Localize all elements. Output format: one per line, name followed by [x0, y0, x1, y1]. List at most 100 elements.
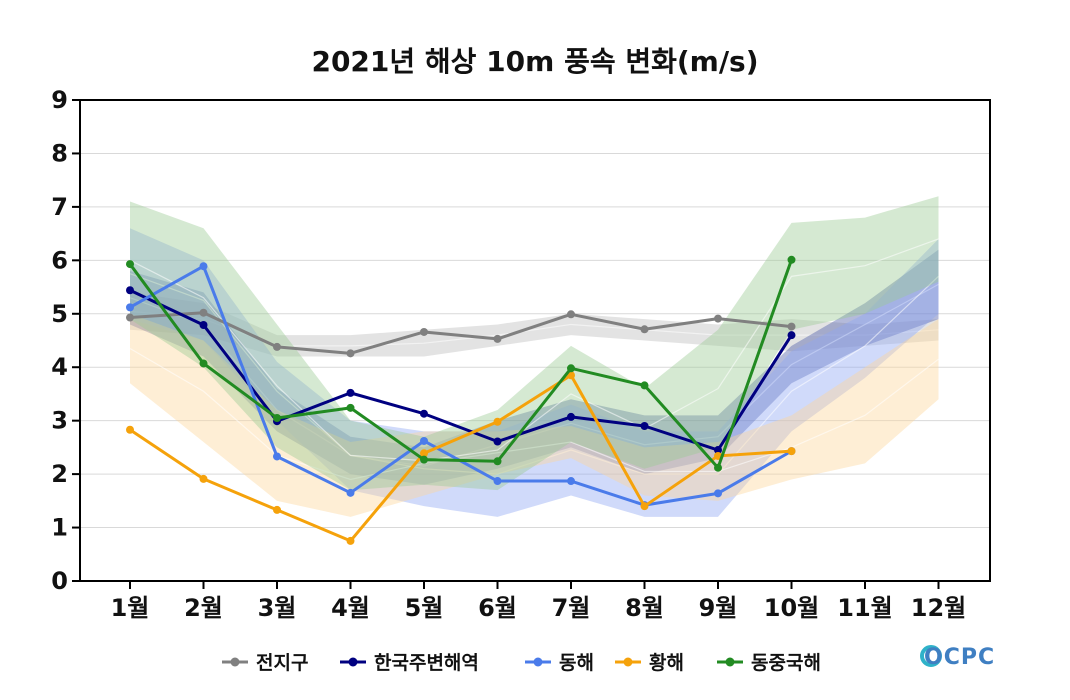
legend-item[interactable]: 전지구 [222, 652, 308, 674]
data-point [787, 322, 796, 331]
legend-item[interactable]: 동중국해 [717, 652, 821, 674]
legend-swatch-marker [533, 657, 543, 667]
data-point [493, 437, 502, 446]
data-point [787, 447, 796, 456]
legend-item[interactable]: 동해 [525, 652, 594, 674]
y-tick-label: 5 [51, 300, 68, 328]
data-point [420, 409, 428, 418]
data-point [567, 477, 575, 486]
data-point [126, 286, 134, 295]
y-tick-label: 1 [51, 514, 68, 542]
data-point [714, 489, 722, 498]
x-tick-label: 5월 [405, 594, 444, 622]
data-point [420, 436, 428, 445]
data-point [714, 446, 722, 455]
data-point [126, 425, 134, 434]
y-tick-label: 4 [51, 353, 68, 381]
plot-frame [79, 99, 991, 582]
data-point [273, 505, 281, 514]
data-point [199, 474, 208, 483]
data-point [346, 536, 355, 545]
data-point [493, 457, 502, 466]
data-point [199, 359, 208, 368]
data-point [126, 313, 134, 322]
series-line [129, 288, 793, 452]
range-band [130, 249, 939, 485]
data-point [273, 452, 281, 461]
data-point [567, 310, 575, 319]
data-point [714, 463, 722, 472]
legend: 전지구 한국주변해역 동해 황해 동중국해 [222, 651, 821, 674]
data-point [273, 413, 281, 422]
data-point [126, 260, 134, 269]
data-point [346, 388, 355, 397]
x-tick-label: 11월 [837, 594, 892, 622]
x-tick-label: 1월 [111, 594, 150, 622]
y-tick-label: 8 [51, 139, 68, 167]
x-tick-label: 10월 [764, 594, 819, 622]
bands [129, 196, 939, 517]
legend-item[interactable]: 한국주변해역 [340, 652, 479, 674]
data-point [567, 364, 575, 373]
series-line [129, 311, 792, 355]
range-band [130, 228, 939, 517]
data-point [199, 262, 208, 271]
data-point [787, 331, 796, 340]
range-band [130, 292, 939, 357]
x-tick-label: 7월 [552, 594, 591, 622]
legend-item[interactable]: 황해 [615, 651, 684, 674]
data-point [787, 255, 796, 264]
x-tick-label: 3월 [258, 594, 297, 622]
y-tick-label: 9 [51, 86, 68, 114]
range-band-mean-line [129, 238, 939, 462]
logo-ring-icon [920, 645, 942, 667]
y-axis: 0 1 2 3 4 5 6 7 8 9 [51, 86, 80, 595]
lines [126, 255, 796, 545]
y-tick-label: 3 [51, 407, 68, 435]
logo-text: OCPC [924, 645, 995, 670]
y-tick-label: 2 [51, 460, 68, 488]
x-axis: 1월 2월 3월 4월 5월 6월 7월 8월 9월 10월 11월 12월 [111, 581, 966, 622]
data-point [493, 417, 502, 426]
legend-label: 동해 [559, 652, 594, 674]
data-point [640, 422, 649, 431]
legend-label: 한국주변해역 [374, 652, 479, 674]
chart-title: 2021년 해상 10m 풍속 변화(m/s) [311, 45, 758, 78]
legend-label: 황해 [649, 651, 684, 674]
data-point [346, 403, 355, 412]
x-tick-label: 12월 [911, 594, 966, 622]
logo: OCPC [920, 645, 995, 670]
data-point [567, 412, 575, 421]
data-point [346, 349, 355, 358]
x-tick-label: 6월 [478, 594, 517, 622]
data-point [640, 502, 649, 511]
x-tick-label: 4월 [331, 594, 370, 622]
data-point [714, 314, 722, 323]
x-tick-label: 9월 [699, 594, 738, 622]
y-tick-label: 0 [51, 567, 68, 595]
series-line [129, 373, 792, 543]
x-tick-label: 2월 [184, 594, 223, 622]
data-point [126, 303, 134, 312]
data-point [420, 327, 428, 336]
range-band-mean-line [129, 283, 939, 467]
grid [80, 152, 990, 529]
y-tick-label: 6 [51, 246, 68, 274]
legend-swatch-marker [623, 657, 633, 667]
legend-label: 전지구 [256, 652, 308, 674]
legend-label: 동중국해 [751, 652, 821, 674]
data-point [640, 325, 649, 334]
data-point [493, 477, 502, 486]
x-tick-label: 8월 [625, 594, 664, 622]
data-point [493, 334, 502, 343]
range-band [130, 313, 939, 517]
data-point [199, 308, 208, 317]
legend-swatch-marker [230, 657, 240, 667]
data-point [199, 321, 208, 330]
legend-swatch-marker [725, 657, 735, 667]
data-point [640, 381, 649, 390]
data-point [420, 455, 428, 464]
legend-swatch-marker [348, 657, 358, 667]
data-point [273, 342, 281, 351]
